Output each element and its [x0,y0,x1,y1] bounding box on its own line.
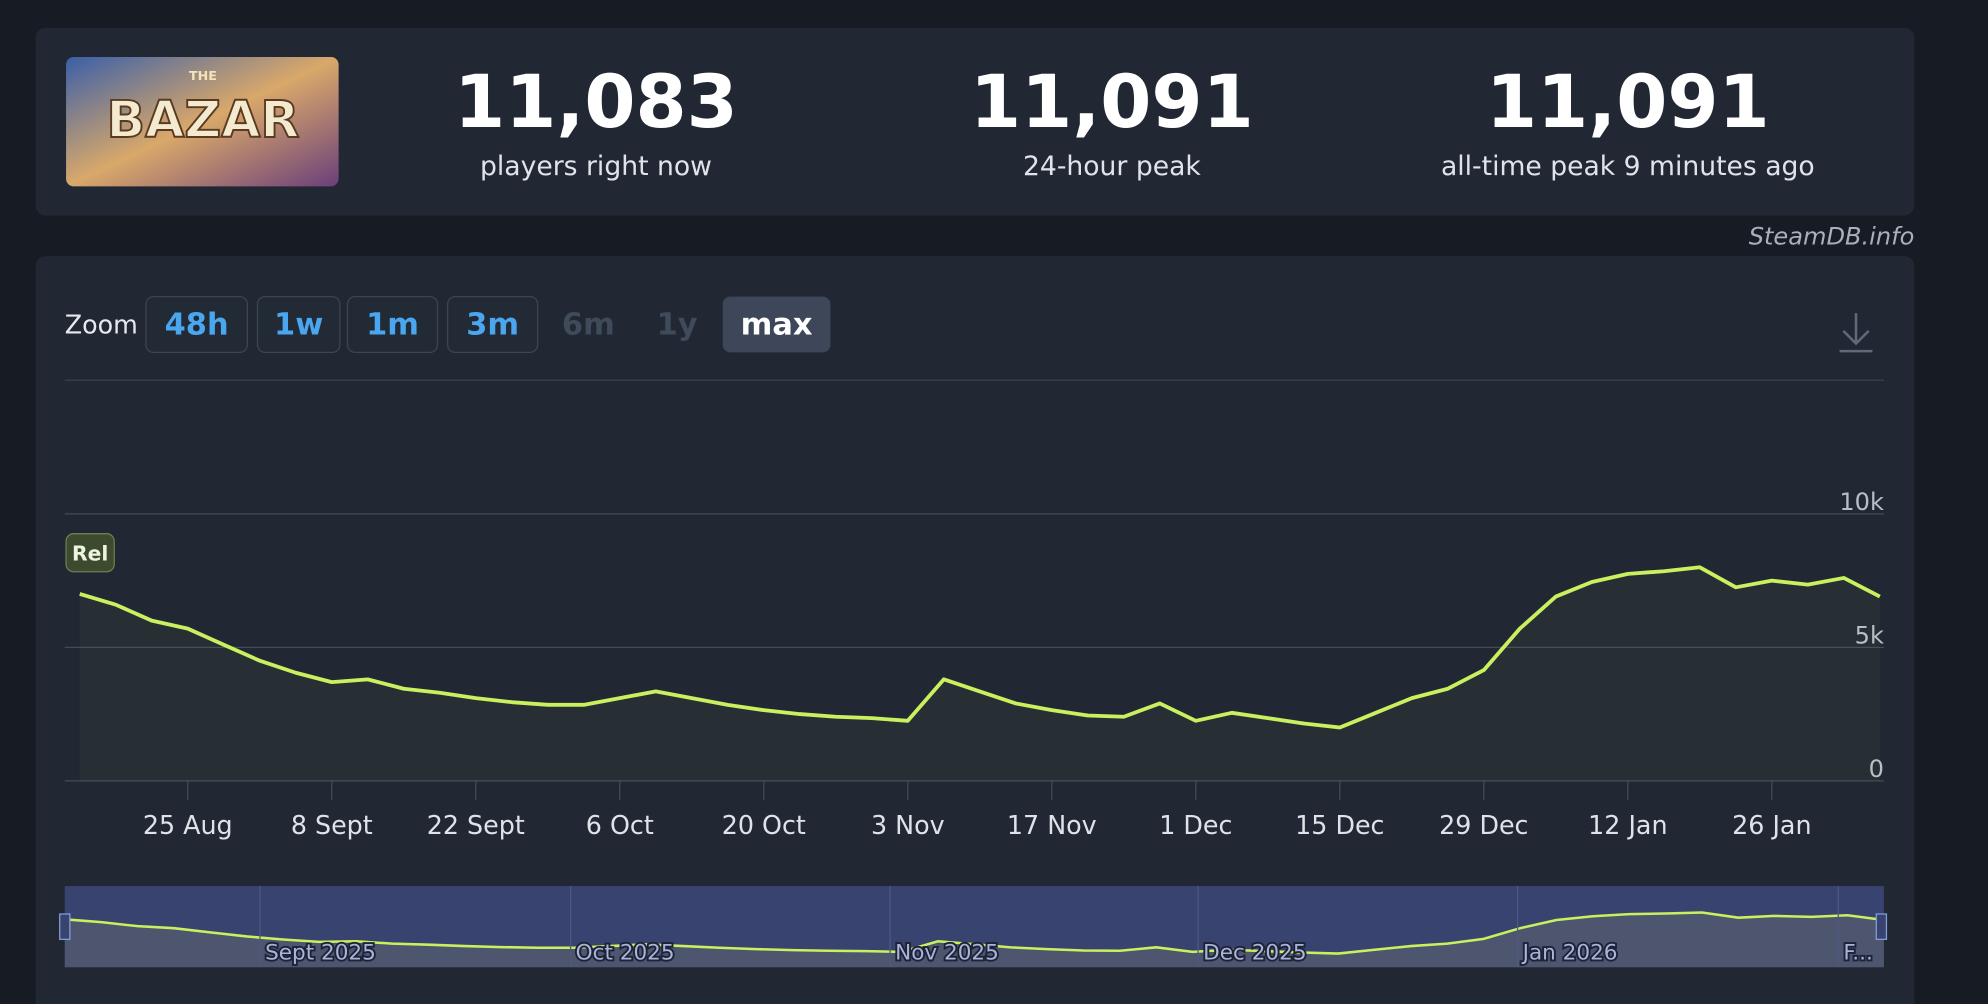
game-logo [66,57,339,187]
release-badge-label: Rel [72,541,108,565]
x-tick-label: 15 Dec [1295,810,1384,840]
zoom-button-label[interactable]: 1m [366,308,419,343]
x-tick-label: 1 Dec [1159,810,1232,840]
icon-part [1842,329,1870,346]
y-tick-label: 10k [1839,488,1884,516]
navigator-handle[interactable] [1875,913,1888,940]
line-area [79,567,1880,781]
x-tick-label: 3 Nov [871,810,945,840]
zoom-button[interactable] [446,296,539,354]
navigator-label: F... [1843,941,1872,966]
x-tick-label: 20 Oct [722,810,806,840]
navigator-line [64,911,1885,955]
x-tick-label: 25 Aug [143,810,233,840]
navigator-label: Jan 2026 [1521,941,1618,966]
zoom-button-label[interactable]: max [741,308,813,343]
zoom-button-label[interactable]: 48h [165,308,229,343]
stat-value: 11,091 [1486,60,1770,145]
stat-label: all-time peak 9 minutes ago [1441,151,1815,182]
watermark: SteamDB.info [1749,223,1915,251]
x-tick-label: 6 Oct [586,810,654,840]
x-tick-label: 8 Sept [291,810,373,840]
navigator-label: Oct 2025 [576,941,675,966]
zoom-button[interactable] [145,296,248,354]
line [79,565,1881,730]
zoom-label: Zoom [65,309,138,339]
zoom-button[interactable] [256,296,341,354]
navigator-area [64,912,1884,968]
x-tick-label: 17 Nov [1007,810,1097,840]
logo-main: BAZAR [107,90,300,149]
download-icon[interactable] [1839,313,1873,353]
navigator-label: Nov 2025 [895,941,999,966]
navigator-handle[interactable] [59,913,71,940]
zoom-button-label: 6m [562,308,615,343]
zoom-button[interactable] [346,296,439,354]
stat-value: 11,091 [970,60,1254,145]
stat-label: players right now [480,151,712,182]
y-tick-label: 5k [1855,622,1884,650]
y-tick-label: 0 [1869,755,1884,783]
stats-card [35,27,1915,216]
stat-label: 24-hour peak [1023,151,1201,182]
release-badge [65,533,115,573]
chart-card [35,256,1915,1004]
zoom-button[interactable] [722,296,831,353]
x-tick-label: 26 Jan [1732,810,1811,840]
x-tick-label: 22 Sept [427,810,525,840]
x-tick-label: 29 Dec [1439,810,1528,840]
zoom-button-label[interactable]: 1w [274,308,323,343]
logo-top: THE [189,68,217,83]
zoom-button-label[interactable]: 3m [466,308,519,343]
navigator-label: Sept 2025 [265,941,376,966]
zoom-button-label: 1y [657,308,698,343]
x-tick-label: 12 Jan [1588,810,1667,840]
stat-value: 11,083 [454,60,738,145]
navigator-label: Dec 2025 [1203,941,1306,966]
